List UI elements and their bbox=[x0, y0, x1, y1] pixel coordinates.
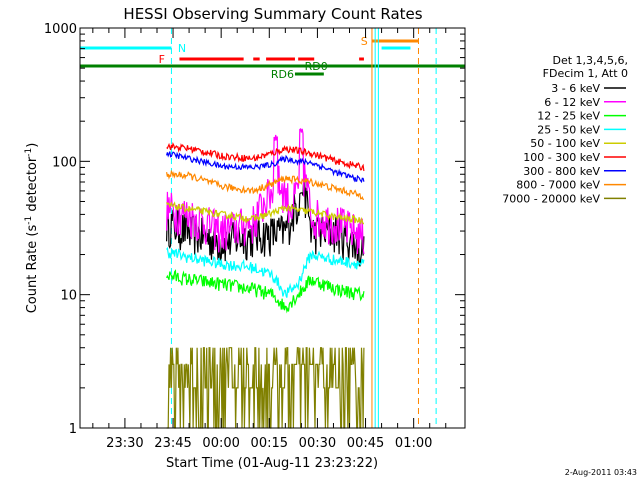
series-line-5 bbox=[166, 201, 365, 225]
legend-label-5: 50 - 100 keV bbox=[530, 137, 600, 150]
y-tick-label: 1 bbox=[69, 422, 77, 437]
legend: Det 1,3,4,5,6, FDecim 1, Att 0 3 - 6 keV… bbox=[502, 54, 628, 205]
series-line-4 bbox=[166, 246, 365, 298]
y-axis-label: Count Rate (s-1 detector-1) bbox=[24, 143, 40, 314]
flag-label-rd0: RD0 bbox=[305, 60, 328, 73]
flag-label-rd6: RD6 bbox=[271, 68, 294, 81]
x-tick-label: 01:00 bbox=[395, 436, 432, 451]
legend-header-line-2: FDecim 1, Att 0 bbox=[543, 67, 628, 80]
flag-label-saa: S bbox=[361, 35, 368, 48]
y-tick-label: 10 bbox=[60, 289, 77, 304]
legend-label-2: 6 - 12 keV bbox=[544, 96, 600, 109]
chart-title: HESSI Observing Summary Count Rates bbox=[123, 5, 422, 23]
legend-label-4: 25 - 50 keV bbox=[537, 123, 600, 136]
legend-label-3: 12 - 25 keV bbox=[537, 110, 600, 123]
series-line-3 bbox=[166, 269, 365, 314]
x-tick-label: 00:45 bbox=[347, 436, 384, 451]
timestamp: 2-Aug-2011 03:43 bbox=[565, 468, 637, 477]
legend-header-line-1: Det 1,3,4,5,6, bbox=[552, 54, 628, 67]
plot-area bbox=[166, 128, 365, 429]
plot-frame bbox=[79, 27, 466, 429]
legend-label-8: 800 - 7000 keV bbox=[516, 179, 600, 192]
x-tick-label: 00:30 bbox=[299, 436, 336, 451]
series-line-6 bbox=[166, 142, 365, 172]
y-tick-label: 1000 bbox=[44, 22, 77, 37]
x-tick-label: 00:00 bbox=[202, 436, 239, 451]
y-axis: 1 10 100 1000 bbox=[44, 22, 465, 437]
flag-label-flare: F bbox=[159, 53, 165, 66]
legend-label-9: 7000 - 20000 keV bbox=[502, 192, 600, 205]
y-tick-label: 100 bbox=[52, 155, 77, 170]
series-line-7 bbox=[166, 151, 365, 184]
legend-label-6: 100 - 300 keV bbox=[523, 151, 600, 164]
x-tick-label: 23:30 bbox=[106, 436, 143, 451]
legend-label-7: 300 - 800 keV bbox=[523, 165, 600, 178]
flag-label-night: N bbox=[178, 42, 186, 55]
x-tick-label: 23:45 bbox=[154, 436, 191, 451]
legend-label-1: 3 - 6 keV bbox=[551, 82, 600, 95]
series-line-8 bbox=[166, 169, 364, 201]
x-tick-label: 00:15 bbox=[251, 436, 288, 451]
x-axis: 23:30 23:45 00:00 00:15 00:30 00:45 01:00 bbox=[92, 28, 447, 451]
x-axis-label: Start Time (01-Aug-11 23:23:22) bbox=[166, 456, 378, 471]
